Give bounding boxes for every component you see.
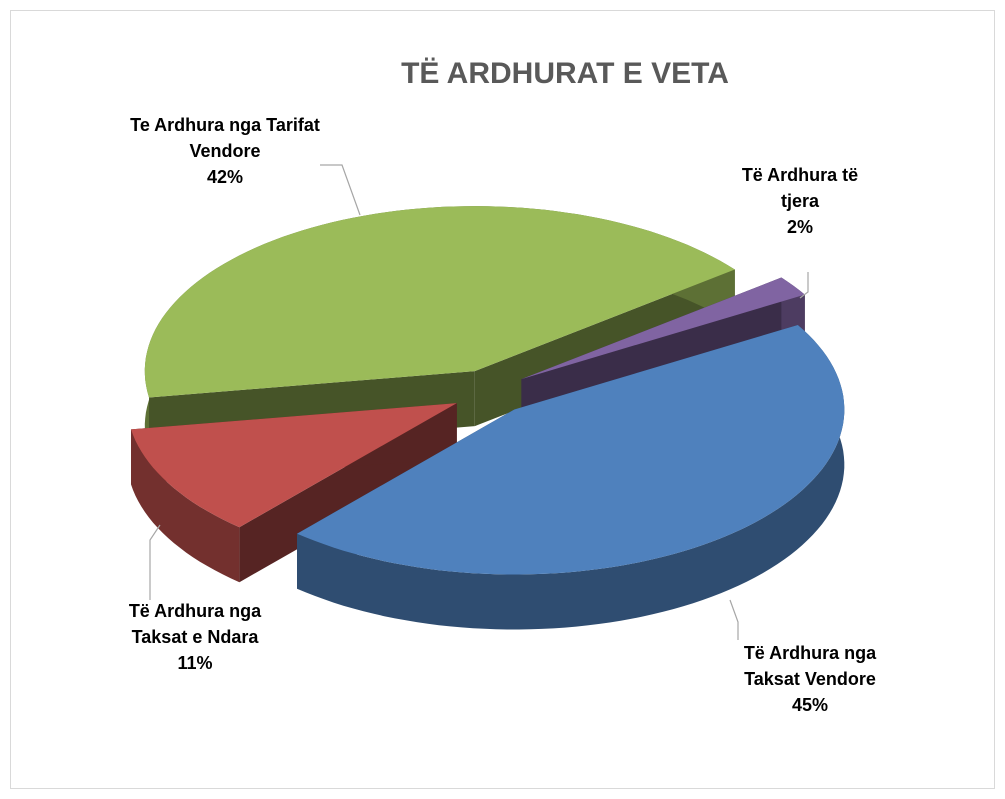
data-label: Te Ardhura nga Tarifat Vendore 42% [130,112,320,190]
leader-line [799,272,809,299]
label-name: Te Ardhura nga Tarifat Vendore [130,115,320,161]
slice [521,277,805,380]
label-name: Të Ardhura të tjera [741,165,859,211]
label-name: Të Ardhura nga Taksat e Ndara [128,601,262,647]
label-value: 11% [177,653,213,673]
leader-line [729,599,739,640]
leader-line [320,164,361,216]
label-name: Të Ardhura nga Taksat Vendore [743,643,877,689]
data-label: Të Ardhura nga Taksat Vendore 45% [725,640,895,718]
slice-side [297,325,845,630]
label-value: 42% [206,167,244,187]
data-label: Të Ardhura të tjera 2% [730,162,870,240]
slice [297,325,845,575]
leader-line [149,524,161,600]
slice-side [131,429,240,583]
label-value: 2% [786,217,813,237]
data-label: Të Ardhura nga Taksat e Ndara 11% [110,598,280,676]
slice [144,206,735,398]
slice [131,403,457,528]
label-value: 45% [791,695,829,715]
chart-title: TË ARDHURAT E VETA [401,57,729,90]
